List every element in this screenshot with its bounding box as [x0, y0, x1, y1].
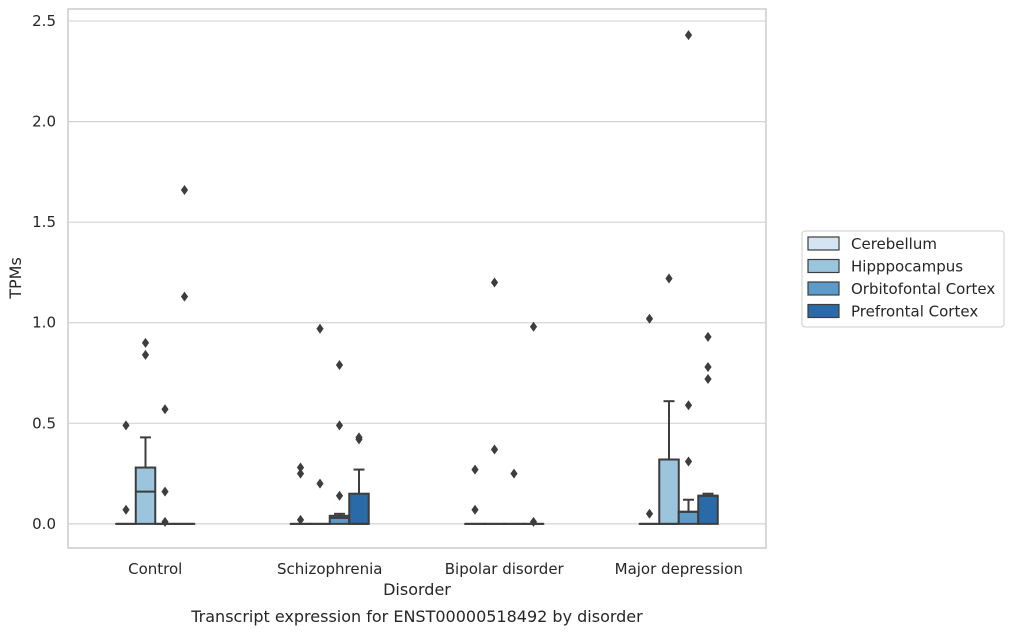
- box-4: [697, 492, 719, 525]
- y-tick-label: 1.0: [32, 314, 56, 332]
- x-tick-label: Bipolar disorder: [445, 560, 565, 578]
- legend-swatch: [807, 281, 840, 296]
- outlier-point: [665, 273, 673, 284]
- outlier-point: [471, 464, 479, 475]
- outlier-point: [645, 313, 654, 324]
- x-tick-label: Control: [128, 560, 182, 578]
- outlier-point: [704, 374, 712, 385]
- legend-swatch: [807, 236, 840, 251]
- box-body: [658, 458, 680, 525]
- chart-caption: Transcript expression for ENST0000051849…: [190, 607, 643, 626]
- outlier-point: [122, 420, 130, 431]
- x-axis-ticks: Control Schizophrenia Bipolar disorder Majo…: [128, 560, 743, 578]
- legend-label: Cerebellum: [851, 235, 937, 253]
- box-body: [348, 492, 370, 525]
- box-2: [658, 400, 680, 525]
- outlier-point: [335, 490, 344, 501]
- outlier-point: [471, 504, 479, 515]
- outlier-point: [316, 478, 324, 489]
- legend: Cerebellum Hipppocampus Orbitofontal Corte…: [801, 230, 1005, 328]
- outlier-point: [529, 516, 538, 527]
- outlier-point: [335, 420, 344, 431]
- legend-label: Hipppocampus: [851, 258, 963, 276]
- outlier-point: [296, 462, 305, 473]
- box-body: [697, 494, 719, 525]
- x-tick-label: Schizophrenia: [277, 560, 382, 578]
- outlier-point: [161, 486, 169, 497]
- x-axis-label: Disorder: [383, 580, 451, 599]
- y-tick-label: 2.5: [32, 12, 56, 30]
- x-tick-label: Major depression: [615, 560, 743, 578]
- y-axis-label: TPMs: [6, 257, 25, 300]
- outlier-point: [684, 456, 693, 467]
- outlier-point: [180, 185, 189, 196]
- outlier-point: [684, 400, 693, 411]
- y-tick-label: 2.0: [32, 113, 56, 131]
- outlier-point: [704, 331, 712, 342]
- outlier-point: [510, 468, 518, 479]
- outlier-point: [684, 30, 693, 41]
- y-tick-label: 0.5: [32, 414, 56, 432]
- legend-swatch: [807, 303, 840, 319]
- outlier-point: [161, 516, 169, 527]
- outlier-point: [529, 321, 538, 332]
- outlier-point: [335, 359, 344, 370]
- outlier-point: [490, 444, 499, 455]
- outlier-point: [355, 432, 363, 443]
- boxes: [115, 400, 719, 525]
- outlier-point: [141, 349, 150, 360]
- y-tick-label: 0.0: [32, 515, 56, 533]
- y-axis-ticks: 0.0 0.5 1.0 1.5 2.0 2.5: [32, 12, 56, 533]
- outlier-point: [161, 404, 169, 415]
- outlier-point: [296, 468, 305, 479]
- plot-area: [67, 8, 767, 549]
- box-4: [348, 468, 370, 525]
- box-3: [328, 512, 351, 525]
- outlier-point: [490, 277, 499, 288]
- legend-frame: [801, 230, 1005, 328]
- legend-label: Prefrontal Cortex: [851, 303, 978, 321]
- outlier-point: [180, 291, 189, 302]
- y-tick-label: 1.5: [32, 213, 56, 231]
- box-2: [134, 436, 157, 525]
- outlier-point: [141, 337, 150, 348]
- box-body: [677, 510, 700, 525]
- outlier-point: [704, 361, 712, 372]
- outlier-point: [122, 504, 130, 515]
- outlier-point: [316, 323, 324, 334]
- outlier-point: [645, 508, 654, 519]
- outliers: [122, 30, 712, 527]
- outlier-point: [296, 514, 305, 525]
- box-body: [134, 466, 157, 525]
- legend-label: Orbitofontal Cortex: [851, 280, 995, 298]
- legend-swatch: [807, 258, 840, 274]
